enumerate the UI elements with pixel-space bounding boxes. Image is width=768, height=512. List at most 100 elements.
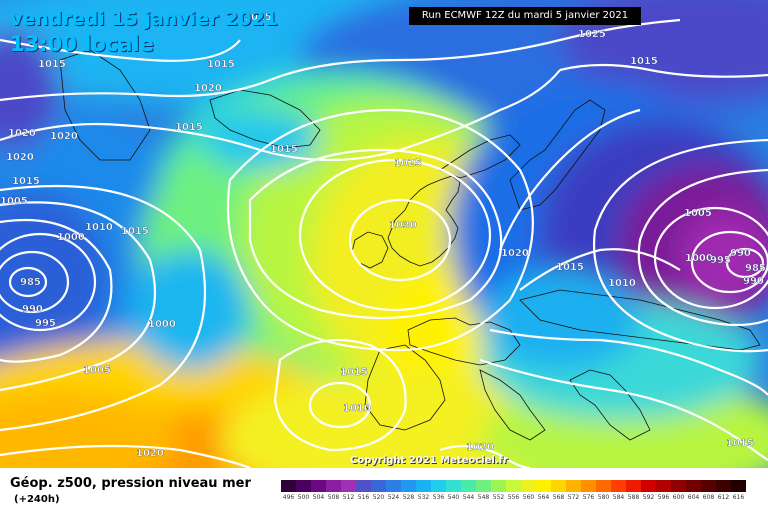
copyright-notice: Copyright 2021 Meteociel.fr [350, 455, 508, 466]
scale-swatch [686, 480, 701, 492]
scale-swatch [671, 480, 686, 492]
isobar-label: 1025 [578, 29, 606, 40]
isobar-label: 1015 [175, 122, 203, 133]
scale-label: 532 [417, 494, 430, 501]
isobar-label: 990 [743, 276, 764, 287]
isobar-label: 1020 [466, 442, 494, 453]
isobar-lines [0, 18, 768, 468]
scale-label: 576 [582, 494, 595, 501]
scale-label: 520 [372, 494, 385, 501]
isobar-label: 995 [35, 318, 56, 329]
isobar-label: 1015 [121, 226, 149, 237]
scale-swatch [371, 480, 386, 492]
isobar-label: 1015 [270, 144, 298, 155]
scale-swatch [461, 480, 476, 492]
scale-swatch [476, 480, 491, 492]
scale-swatch [656, 480, 671, 492]
isobar-label: 1005 [83, 365, 111, 376]
scale-swatch [716, 480, 731, 492]
isobar-label: 1010 [85, 222, 113, 233]
pressure-map: 1025 1025 1015 1015 1020 1015 1020 1020 … [0, 0, 768, 468]
scale-label: 560 [522, 494, 535, 501]
scale-swatch [491, 480, 506, 492]
scale-label: 580 [597, 494, 610, 501]
scale-swatch [536, 480, 551, 492]
isobar-label: 990 [22, 304, 43, 315]
scale-swatch [611, 480, 626, 492]
scale-label: 540 [447, 494, 460, 501]
scale-label: 536 [432, 494, 445, 501]
isobar-label: 995 [710, 255, 731, 266]
isobar-labels: 1025 1025 1015 1015 1020 1015 1020 1020 … [0, 12, 766, 459]
scale-label: 524 [387, 494, 400, 501]
isobar-label: 1015 [556, 262, 584, 273]
scale-label: 584 [612, 494, 625, 501]
scale-swatch [341, 480, 356, 492]
scale-label: 516 [357, 494, 370, 501]
forecast-step: (+240h) [14, 494, 60, 505]
scale-label: 596 [657, 494, 670, 501]
scale-label: 552 [492, 494, 505, 501]
isobar-label: 1030 [389, 220, 417, 231]
isobar-label: 1020 [194, 83, 222, 94]
scale-swatch [731, 480, 746, 492]
isobar-label: 1000 [57, 232, 85, 243]
scale-swatch [416, 480, 431, 492]
isobar-label: 985 [745, 263, 766, 274]
scale-swatch [701, 480, 716, 492]
scale-label: 616 [732, 494, 745, 501]
scale-swatch [566, 480, 581, 492]
isobar-label: 1015 [340, 367, 368, 378]
isobar-label: 1005 [0, 196, 28, 207]
scale-label: 572 [567, 494, 580, 501]
isobar-label: 1020 [501, 248, 529, 259]
scale-label: 504 [312, 494, 325, 501]
scale-label: 556 [507, 494, 520, 501]
scale-swatch [551, 480, 566, 492]
scale-swatch [641, 480, 656, 492]
scale-label: 564 [537, 494, 550, 501]
forecast-time: 13:00 locale [10, 32, 154, 56]
scale-swatch [596, 480, 611, 492]
isobar-label: 1015 [726, 438, 754, 449]
scale-label: 612 [717, 494, 730, 501]
isobar-label: 1005 [684, 208, 712, 219]
scale-label: 600 [672, 494, 685, 501]
isobar-label: 1015 [207, 59, 235, 70]
isobar-label: 1000 [148, 319, 176, 330]
scale-label: 544 [462, 494, 475, 501]
isobar-label: 1010 [608, 278, 636, 289]
scale-swatch [401, 480, 416, 492]
scale-swatch [581, 480, 596, 492]
isobar-label: 1025 [244, 12, 272, 23]
isobar-label: 1015 [38, 59, 66, 70]
isobar-label: 985 [20, 277, 41, 288]
isobar-label: 1015 [12, 176, 40, 187]
isobar-label: 1020 [8, 128, 36, 139]
scale-label: 604 [687, 494, 700, 501]
scale-label: 568 [552, 494, 565, 501]
isobar-label: 1000 [685, 253, 713, 264]
isobar-label: 1010 [343, 403, 371, 414]
scale-label: 512 [342, 494, 355, 501]
isobar-label: 1025 [394, 158, 422, 169]
scale-label: 608 [702, 494, 715, 501]
legend-bar: Géop. z500, pression niveau mer (+240h) … [0, 468, 768, 512]
scale-swatch [281, 480, 296, 492]
scale-swatch [446, 480, 461, 492]
scale-label: 500 [297, 494, 310, 501]
legend-title: Géop. z500, pression niveau mer [10, 476, 251, 491]
scale-swatch [506, 480, 521, 492]
forecast-date: vendredi 15 janvier 2021 [10, 8, 278, 30]
scale-swatch [296, 480, 311, 492]
scale-swatch [626, 480, 641, 492]
isobar-label: 1020 [6, 152, 34, 163]
scale-label: 592 [642, 494, 655, 501]
scale-label: 548 [477, 494, 490, 501]
isobar-label: 1015 [630, 56, 658, 67]
scale-swatch [431, 480, 446, 492]
scale-label: 496 [282, 494, 295, 501]
scale-swatch [311, 480, 326, 492]
model-run-label: Run ECMWF 12Z du mardi 5 janvier 2021 [409, 7, 641, 25]
